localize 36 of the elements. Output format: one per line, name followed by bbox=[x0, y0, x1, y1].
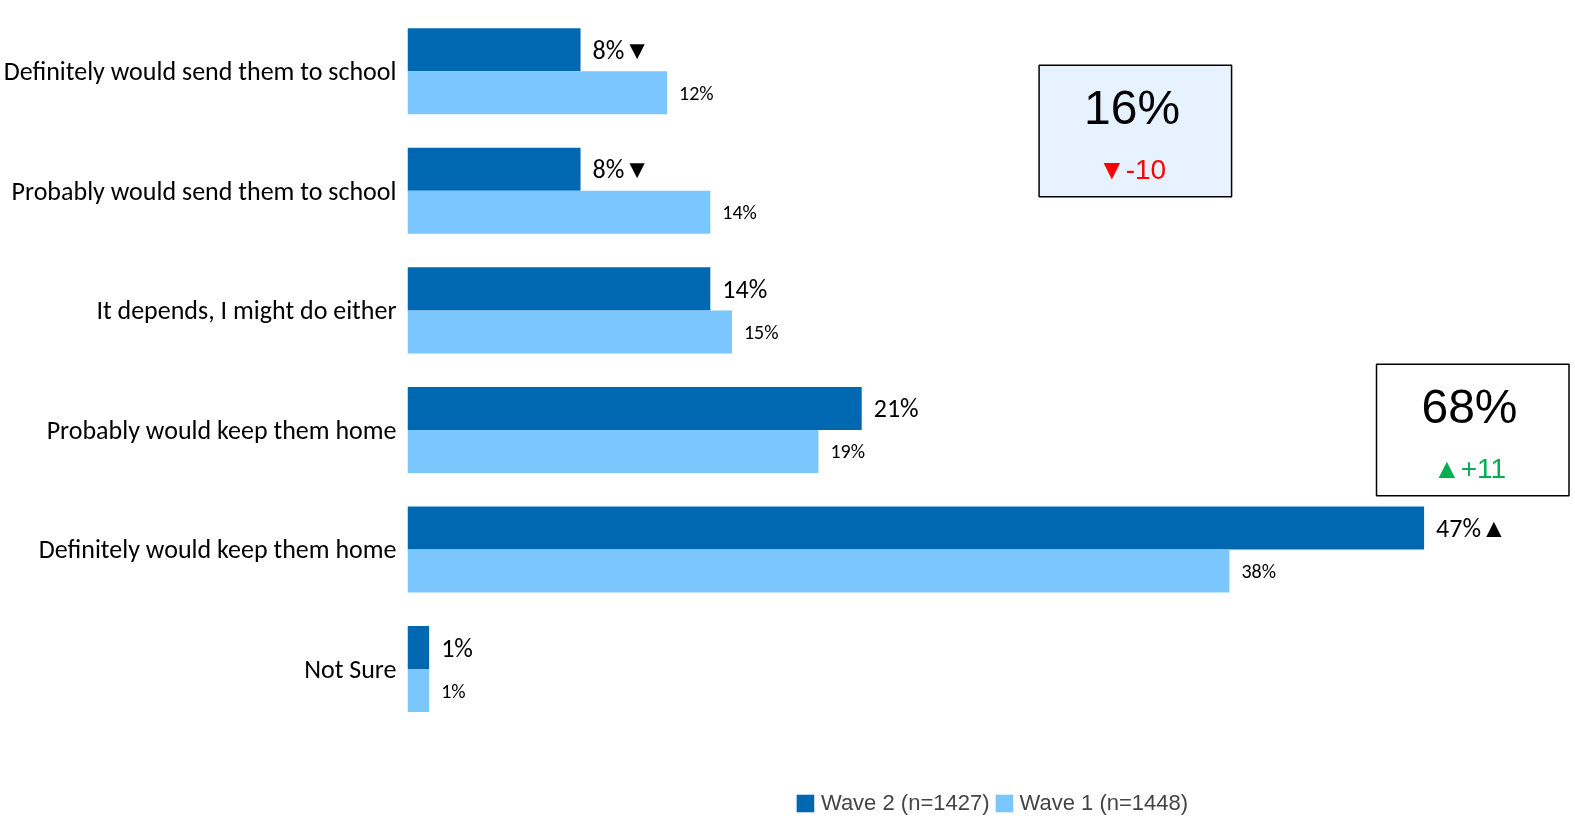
data-label: 1% bbox=[441, 678, 466, 703]
data-label: 15% bbox=[743, 319, 779, 344]
data-label: 8%▼ bbox=[592, 33, 651, 66]
bar bbox=[407, 310, 732, 354]
y-tick-label: Definitely would send them to school bbox=[3, 55, 397, 88]
bar bbox=[407, 190, 711, 234]
y-tick-label: Probably would keep them home bbox=[46, 413, 397, 446]
legend-label: Wave 1 (n=1448) bbox=[1019, 790, 1189, 816]
bar bbox=[407, 147, 581, 191]
annotation: ▲+11 bbox=[1432, 452, 1507, 484]
data-label: 19% bbox=[830, 439, 866, 464]
data-label: 21% bbox=[873, 392, 919, 425]
bar bbox=[407, 28, 581, 72]
bar bbox=[407, 626, 430, 670]
data-label: 8%▼ bbox=[592, 153, 651, 186]
y-tick-label: Definitely would keep them home bbox=[38, 533, 397, 566]
bar bbox=[407, 549, 1230, 593]
legend-label: Wave 2 (n=1427) bbox=[820, 790, 990, 816]
bar bbox=[407, 506, 1425, 550]
bar bbox=[407, 669, 430, 713]
annotation: 16% bbox=[1084, 80, 1181, 134]
bar bbox=[407, 386, 862, 430]
annotation: 68% bbox=[1421, 379, 1518, 433]
bar bbox=[407, 71, 668, 115]
y-tick-label: Not Sure bbox=[304, 653, 397, 686]
bar bbox=[407, 267, 711, 311]
data-label: 14% bbox=[722, 272, 768, 305]
bar bbox=[407, 429, 819, 473]
data-label: 14% bbox=[722, 200, 757, 225]
annotation: ▼-10 bbox=[1098, 153, 1167, 185]
data-label: 38% bbox=[1241, 559, 1276, 584]
data-label: 12% bbox=[679, 80, 714, 105]
y-tick-label: It depends, I might do either bbox=[96, 294, 397, 327]
y-tick-label: Probably would send them to school bbox=[11, 174, 397, 207]
data-label: 47%▲ bbox=[1436, 511, 1507, 544]
data-label: 1% bbox=[441, 631, 473, 664]
